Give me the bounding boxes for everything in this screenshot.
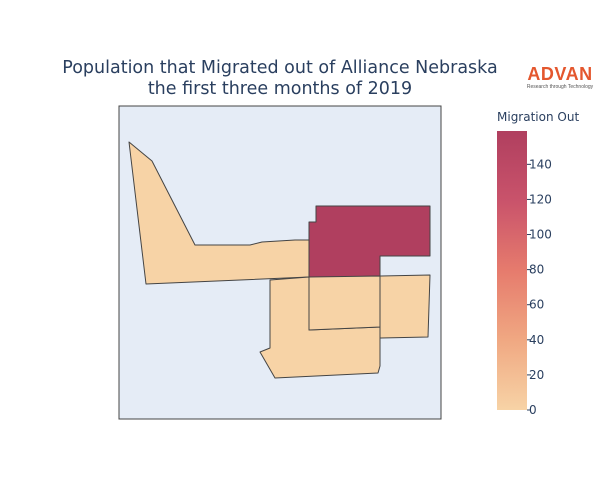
colorbar-tick-label: 120 — [529, 192, 552, 206]
colorbar-tick-label: 60 — [529, 298, 544, 312]
title-line-1: Population that Migrated out of Alliance… — [62, 58, 498, 78]
colorbar-title: Migration Out — [497, 110, 580, 124]
colorbar-tick-label: 40 — [529, 333, 544, 347]
colorbar-tick-label: 20 — [529, 368, 544, 382]
title-line-2: the first three months of 2019 — [147, 79, 413, 99]
colorbar-tick-label: 100 — [529, 228, 552, 242]
colorbar-tick-label: 80 — [529, 263, 544, 277]
colorbar-tick-label: 140 — [529, 157, 552, 171]
region-south — [308, 275, 381, 331]
chart-title: Population that Migrated out of Alliance… — [0, 58, 560, 100]
colorbar-tick-label: 0 — [529, 403, 537, 417]
logo-tagline: Research through Technology — [526, 84, 594, 90]
logo-wordmark: ADVAN — [527, 64, 593, 84]
region-northwest — [128, 141, 310, 285]
colorbar-gradient — [497, 131, 527, 410]
map-regions — [128, 141, 431, 379]
colorbar-ticks: 0 20 40 60 80 100 120 140 — [527, 157, 552, 417]
advan-logo: ADVAN Research through Technology — [525, 64, 595, 90]
